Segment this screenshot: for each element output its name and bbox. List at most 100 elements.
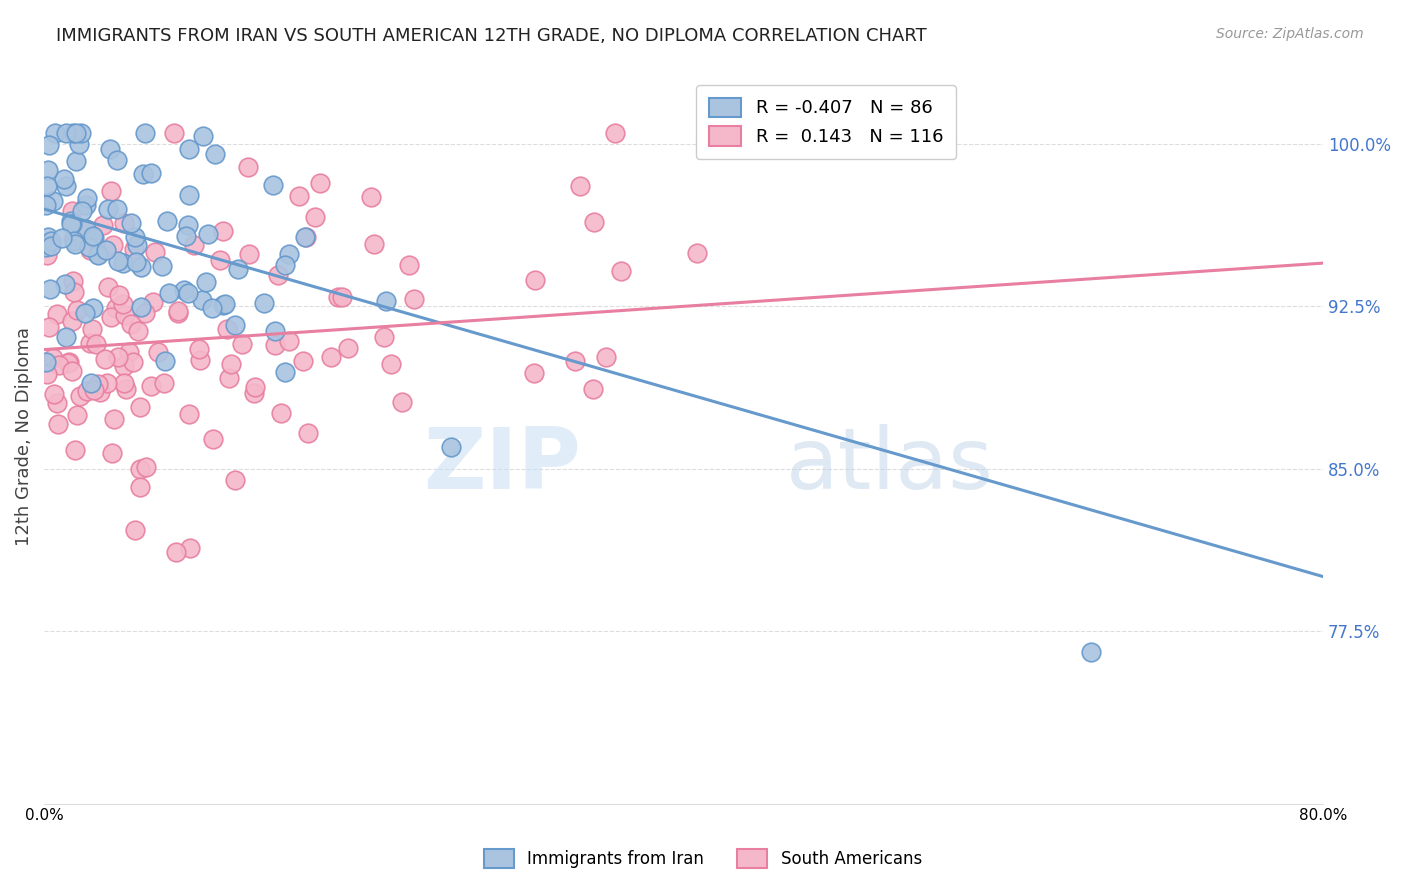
Point bbox=[236, 160, 259, 174]
Point bbox=[218, 370, 240, 384]
Text: IMMIGRANTS FROM IRAN VS SOUTH AMERICAN 12TH GRADE, NO DIPLOMA CORRELATION CHART: IMMIGRANTS FROM IRAN VS SOUTH AMERICAN 1… bbox=[56, 27, 927, 45]
Point bbox=[295, 229, 318, 244]
Point bbox=[167, 306, 190, 320]
Point bbox=[122, 242, 145, 256]
Point bbox=[211, 224, 233, 238]
Point bbox=[174, 229, 197, 244]
Point bbox=[191, 129, 214, 144]
Point bbox=[35, 355, 58, 369]
Point bbox=[107, 254, 129, 268]
Point bbox=[373, 330, 395, 344]
Point bbox=[124, 229, 146, 244]
Point bbox=[297, 425, 319, 440]
Point bbox=[59, 214, 82, 228]
Point bbox=[82, 322, 104, 336]
Point bbox=[374, 293, 396, 308]
Point bbox=[100, 310, 122, 325]
Y-axis label: 12th Grade, No Diploma: 12th Grade, No Diploma bbox=[15, 326, 32, 546]
Point bbox=[59, 217, 82, 231]
Point bbox=[70, 127, 93, 141]
Point bbox=[80, 376, 103, 391]
Point bbox=[264, 324, 287, 338]
Point bbox=[238, 247, 260, 261]
Point bbox=[191, 293, 214, 307]
Point bbox=[38, 137, 60, 152]
Point bbox=[208, 252, 231, 267]
Point bbox=[46, 307, 69, 321]
Point bbox=[243, 380, 266, 394]
Point bbox=[165, 545, 187, 559]
Point bbox=[70, 204, 93, 219]
Point bbox=[62, 127, 84, 141]
Point bbox=[103, 238, 125, 252]
Point bbox=[155, 354, 177, 368]
Point bbox=[253, 296, 276, 310]
Point bbox=[35, 367, 58, 381]
Point bbox=[87, 376, 110, 391]
Point bbox=[156, 214, 179, 228]
Point bbox=[326, 290, 349, 304]
Point bbox=[44, 127, 66, 141]
Point bbox=[55, 179, 77, 194]
Point bbox=[523, 367, 546, 381]
Point bbox=[363, 236, 385, 251]
Point bbox=[120, 318, 142, 332]
Point bbox=[321, 350, 343, 364]
Point bbox=[65, 127, 87, 141]
Point bbox=[39, 234, 62, 248]
Point bbox=[63, 285, 86, 299]
Point bbox=[129, 300, 152, 314]
Point bbox=[87, 247, 110, 261]
Point bbox=[595, 351, 617, 365]
Point bbox=[67, 136, 90, 151]
Point bbox=[35, 240, 58, 254]
Point bbox=[267, 268, 290, 282]
Point bbox=[581, 383, 603, 397]
Point bbox=[391, 395, 413, 409]
Point bbox=[215, 321, 238, 335]
Point bbox=[337, 341, 360, 355]
Point bbox=[569, 179, 592, 194]
Point bbox=[195, 275, 218, 289]
Point bbox=[583, 215, 606, 229]
Point bbox=[128, 462, 150, 476]
Point bbox=[304, 210, 326, 224]
Text: ZIP: ZIP bbox=[423, 424, 581, 507]
Point bbox=[84, 337, 107, 351]
Point bbox=[176, 218, 198, 232]
Point bbox=[38, 320, 60, 334]
Point bbox=[224, 318, 246, 332]
Point bbox=[125, 238, 148, 252]
Point bbox=[105, 153, 128, 167]
Point bbox=[105, 301, 128, 315]
Point bbox=[214, 297, 236, 311]
Text: Source: ZipAtlas.com: Source: ZipAtlas.com bbox=[1216, 27, 1364, 41]
Point bbox=[262, 178, 284, 192]
Point bbox=[177, 407, 200, 421]
Point bbox=[66, 303, 89, 318]
Point bbox=[135, 460, 157, 475]
Point bbox=[76, 384, 98, 398]
Point bbox=[124, 523, 146, 537]
Point bbox=[125, 254, 148, 268]
Point bbox=[308, 176, 330, 190]
Point bbox=[35, 198, 58, 212]
Point bbox=[224, 473, 246, 487]
Point bbox=[97, 280, 120, 294]
Point bbox=[226, 261, 249, 276]
Point bbox=[231, 337, 253, 351]
Point bbox=[63, 443, 86, 458]
Point bbox=[274, 365, 297, 379]
Point bbox=[129, 480, 152, 494]
Point bbox=[65, 153, 87, 168]
Point bbox=[122, 355, 145, 369]
Point bbox=[197, 227, 219, 241]
Point bbox=[46, 417, 69, 432]
Point bbox=[212, 298, 235, 312]
Point bbox=[134, 127, 156, 141]
Point bbox=[53, 277, 76, 291]
Point bbox=[87, 248, 110, 262]
Point bbox=[263, 338, 285, 352]
Point bbox=[37, 162, 59, 177]
Point bbox=[100, 446, 122, 460]
